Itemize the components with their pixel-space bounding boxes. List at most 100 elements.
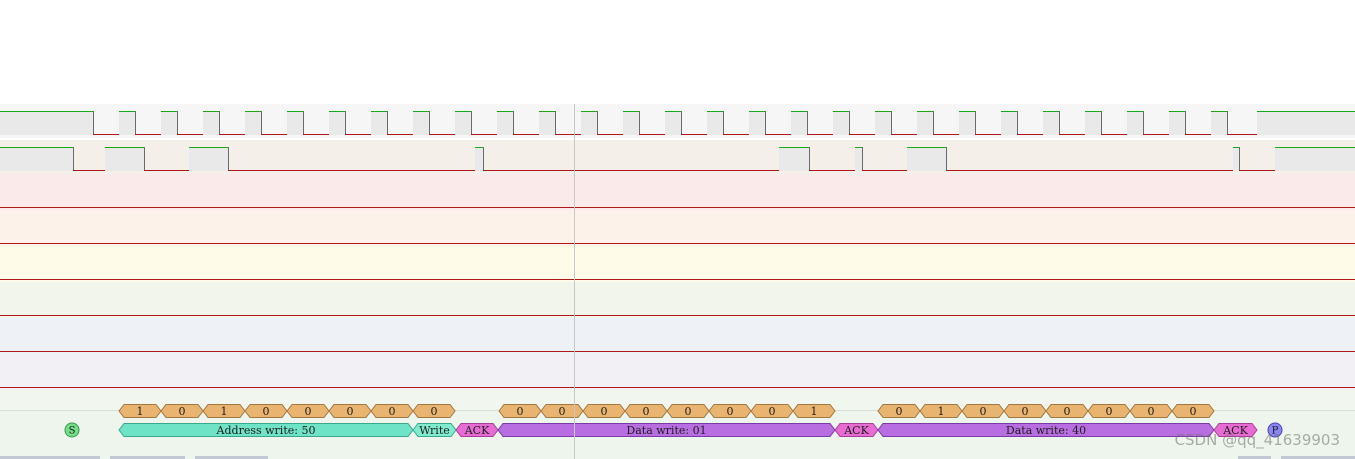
decoded-bit[interactable]: 1: [919, 404, 963, 419]
decoded-bit[interactable]: 0: [412, 404, 456, 419]
scl-high-fill: [1211, 111, 1227, 135]
sda-high-fill: [1275, 147, 1355, 171]
decoded-bit-label: 0: [601, 405, 608, 418]
timeline-scrollbar-segment[interactable]: [0, 456, 100, 459]
scl-high-fill: [203, 111, 219, 135]
decoded-bit-label: 0: [1022, 405, 1029, 418]
decoded-bit[interactable]: 0: [498, 404, 542, 419]
decoded-bit[interactable]: 0: [666, 404, 710, 419]
timeline-scrollbar-segment[interactable]: [1238, 456, 1271, 459]
decoded-bit[interactable]: 1: [792, 404, 836, 419]
decoded-bit-label: 0: [305, 405, 312, 418]
write-bit-frame-label: Write: [419, 424, 450, 437]
decoded-bit[interactable]: 0: [286, 404, 330, 419]
decoded-bit[interactable]: 0: [750, 404, 794, 419]
scl-high-fill: [455, 111, 471, 135]
empty-channel-row: [0, 318, 1355, 354]
scl-high-fill: [119, 111, 135, 135]
decoded-bit[interactable]: 1: [118, 404, 162, 419]
start-condition-marker[interactable]: S: [64, 422, 80, 438]
stop-condition-marker-label: P: [1272, 426, 1279, 437]
decoded-bit[interactable]: 0: [1129, 404, 1173, 419]
decoded-bit[interactable]: 0: [624, 404, 668, 419]
decoded-bit-label: 1: [221, 405, 228, 418]
decoded-bit-label: 0: [769, 405, 776, 418]
ack-frame-label: ACK: [464, 424, 490, 437]
scl-high-fill: [1169, 111, 1185, 135]
scl-high-fill: [959, 111, 975, 135]
decoded-bits-row: 1 0 1 0 0 0 0 0 0 0 0 0 0 0 0 1 0 1 0 0 0 0 0 0: [118, 404, 1215, 419]
decoded-bit-label: 0: [980, 405, 987, 418]
address-write-frame[interactable]: Address write: 50: [118, 423, 414, 438]
scl-high-fill: [707, 111, 723, 135]
decoded-bit-label: 0: [643, 405, 650, 418]
decoded-bit[interactable]: 0: [1171, 404, 1215, 419]
decoded-bit-label: 0: [431, 405, 438, 418]
decoded-bit[interactable]: 0: [1003, 404, 1047, 419]
data-write-frame-label: Data write: 01: [626, 424, 706, 437]
decoded-bit-label: 0: [1064, 405, 1071, 418]
scl-high-fill: [791, 111, 807, 135]
scl-high-fill: [1085, 111, 1101, 135]
data-write-frame-label: Data write: 40: [1006, 424, 1086, 437]
scl-high-fill: [1257, 111, 1355, 135]
ack-frame-shape: [1213, 423, 1258, 437]
decoded-bit[interactable]: 0: [540, 404, 584, 419]
decoded-bit[interactable]: 0: [877, 404, 921, 419]
scl-high-fill: [371, 111, 387, 135]
decoded-bit[interactable]: 0: [708, 404, 752, 419]
scl-high-fill: [161, 111, 177, 135]
ack-frame-label: ACK: [1222, 424, 1248, 437]
start-condition-marker-shape: [64, 422, 80, 438]
decoded-bit[interactable]: 0: [370, 404, 414, 419]
decoded-bit[interactable]: 0: [1045, 404, 1089, 419]
decoded-bit[interactable]: 0: [1087, 404, 1131, 419]
scl-high-fill: [245, 111, 261, 135]
timeline-scrollbar-segment[interactable]: [110, 456, 185, 459]
decoded-bit-label: 0: [347, 405, 354, 418]
empty-channel-row: [0, 246, 1355, 282]
scl-high-fill: [1001, 111, 1017, 135]
decoded-frames-row: Address write: 50 Write ACK Data write: 01 A…: [64, 422, 1283, 438]
sda-high-fill: [475, 147, 483, 171]
decoded-bit[interactable]: 1: [202, 404, 246, 419]
decoded-bit[interactable]: 0: [961, 404, 1005, 419]
sda-data-channel: [0, 147, 1355, 171]
scl-high-fill: [0, 111, 93, 135]
data-write-frame[interactable]: Data write: 01: [497, 423, 836, 438]
scl-high-fill: [329, 111, 345, 135]
scl-high-fill: [833, 111, 849, 135]
decoded-bit[interactable]: 0: [582, 404, 626, 419]
decoded-bit-label: 0: [727, 405, 734, 418]
decoded-bit-label: 0: [896, 405, 903, 418]
decoded-bit-label: 0: [685, 405, 692, 418]
sda-high-fill: [105, 147, 144, 171]
decoded-bit[interactable]: 0: [244, 404, 288, 419]
watermark: CSDN @qq_41639903: [1174, 431, 1340, 449]
decoded-bit-label: 0: [559, 405, 566, 418]
empty-channel-row: [0, 174, 1355, 210]
decoded-bit[interactable]: 0: [328, 404, 372, 419]
empty-channel-row: [0, 354, 1355, 390]
scl-high-fill: [665, 111, 681, 135]
decoded-bit-label: 0: [263, 405, 270, 418]
scl-high-fill: [581, 111, 597, 135]
decoded-bit-label: 0: [1190, 405, 1197, 418]
scl-high-fill: [1127, 111, 1143, 135]
write-bit-frame[interactable]: Write: [412, 423, 457, 438]
timeline-scrollbar-segment[interactable]: [195, 456, 268, 459]
ack-frame[interactable]: ACK: [455, 423, 499, 438]
data-write-frame[interactable]: Data write: 40: [877, 423, 1215, 438]
scl-high-fill: [1043, 111, 1059, 135]
scl-clock-channel: [0, 111, 1355, 135]
decoded-bit-label: 0: [517, 405, 524, 418]
decoded-bit[interactable]: 0: [160, 404, 204, 419]
ack-frame[interactable]: ACK: [1213, 423, 1258, 438]
sda-high-fill: [855, 147, 862, 171]
timeline-scrollbar-segment[interactable]: [1281, 456, 1355, 459]
stop-condition-marker[interactable]: P: [1267, 422, 1283, 438]
ack-frame[interactable]: ACK: [834, 423, 879, 438]
decoded-bit-label: 1: [938, 405, 945, 418]
start-condition-marker-label: S: [69, 426, 76, 437]
